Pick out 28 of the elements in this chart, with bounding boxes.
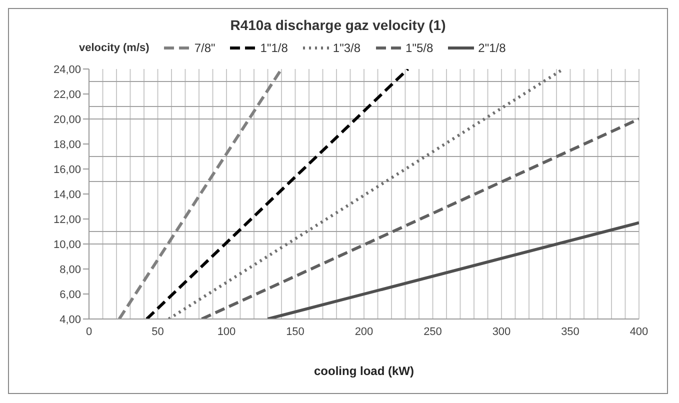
y-tick-label: 22,00 [53,88,81,101]
chart-title: R410a discharge gaz velocity (1) [229,17,447,35]
y-tick-label: 4,00 [60,314,81,326]
y-tick-label: 8,00 [60,264,81,276]
x-tick-label: 300 [492,326,511,338]
y-tick-label: 14,00 [53,188,81,201]
y-tick-label: 12,00 [53,214,81,226]
y-tick-label: 18,00 [53,138,81,151]
legend-label: 2"1/8 [478,41,506,55]
legend-label: 1"1/8 [260,41,288,55]
x-tick-label: 350 [561,326,580,338]
x-tick-label: 200 [354,326,374,338]
x-axis-title: cooling load (kW) [314,364,414,378]
x-tick-label: 0 [86,326,92,338]
x-tick-label: 100 [217,326,236,338]
y-tick-label: 24,00 [53,64,81,76]
legend-label: 1"3/8 [332,41,361,55]
legend-label: 7/8" [194,41,216,55]
x-tick-label: 250 [424,326,442,338]
y-tick-label: 20,00 [53,114,81,126]
x-tick-label: 50 [152,326,164,338]
y-tick-label: 6,00 [60,288,81,301]
y-tick-label: 10,00 [53,238,81,251]
x-tick-label: 150 [286,326,304,338]
x-tick-label: 400 [630,326,648,338]
y-axis-title: velocity (m/s) [79,42,150,54]
legend-label: 1"5/8 [406,41,434,55]
y-tick-label: 16,00 [53,164,81,176]
